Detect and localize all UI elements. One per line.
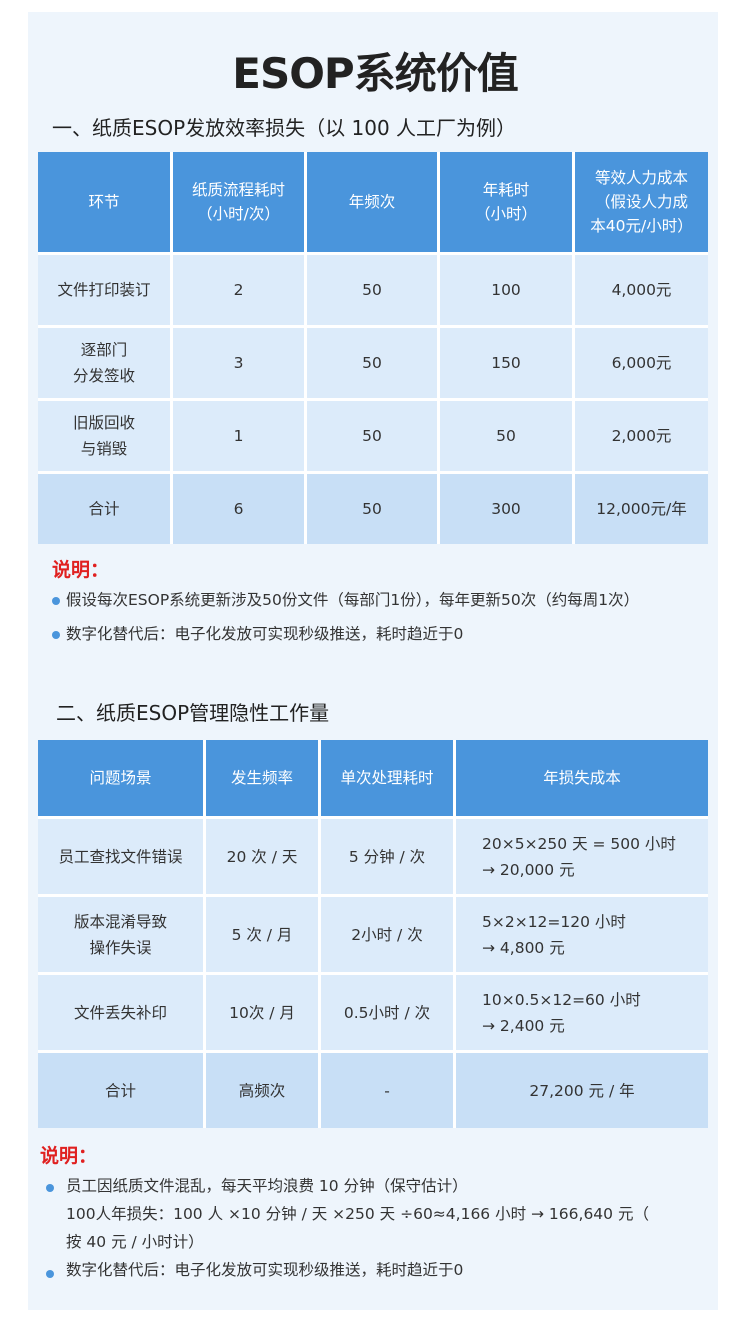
column-header: 问题场景 (38, 740, 203, 816)
section2-note-label: 说明： (40, 1145, 98, 1167)
table-cell: 5 分钟 / 次 (321, 819, 453, 894)
section1-heading: 一、纸质ESOP发放效率损失（以 100 人工厂为例） (52, 116, 517, 140)
table-cell: 2,000元 (575, 401, 708, 471)
total-cell: 12,000元/年 (575, 474, 708, 544)
column-header: 环节 (38, 152, 170, 252)
table-cell: 150 (440, 328, 572, 398)
table-cell: 6,000元 (575, 328, 708, 398)
table-cell: 5 次 / 月 (206, 897, 318, 972)
section1-note: 数字化替代后：电子化发放可实现秒级推送，耗时趋近于0 (66, 625, 464, 643)
table-cell: 4,000元 (575, 255, 708, 325)
bullet-icon (46, 1270, 54, 1278)
efficiency-loss-table: 环节 纸质流程耗时 （小时/次） 年频次 年耗时 （小时） 等效人力成本 （假设人力成 … (38, 152, 708, 544)
total-cell: 6 (173, 474, 304, 544)
table-cell: 文件打印装订 (38, 255, 170, 325)
total-cell: 27,200 元 / 年 (456, 1053, 708, 1128)
total-cell: 合计 (38, 474, 170, 544)
table-cell: 100 (440, 255, 572, 325)
table-cell: 2小时 / 次 (321, 897, 453, 972)
table-cell: 20×5×250 天 = 500 小时 → 20,000 元 (456, 819, 708, 894)
column-header: 年频次 (307, 152, 437, 252)
table-cell: 20 次 / 天 (206, 819, 318, 894)
total-cell: 50 (307, 474, 437, 544)
table-cell: 0.5小时 / 次 (321, 975, 453, 1050)
table-cell: 50 (307, 401, 437, 471)
table-cell: 员工查找文件错误 (38, 819, 203, 894)
total-cell: 合计 (38, 1053, 203, 1128)
column-header: 单次处理耗时 (321, 740, 453, 816)
section1-note-label: 说明： (52, 559, 110, 581)
bullet-icon (52, 597, 60, 605)
table-cell: 2 (173, 255, 304, 325)
bullet-icon (46, 1184, 54, 1192)
table-cell: 版本混淆导致 操作失误 (38, 897, 203, 972)
table-cell: 3 (173, 328, 304, 398)
table-cell: 50 (307, 328, 437, 398)
section2-heading: 二、纸质ESOP管理隐性工作量 (56, 701, 330, 725)
table-cell: 文件丢失补印 (38, 975, 203, 1050)
table-cell: 旧版回收 与销毁 (38, 401, 170, 471)
table-cell: 5×2×12=120 小时 → 4,800 元 (456, 897, 708, 972)
section2-note: 数字化替代后：电子化发放可实现秒级推送，耗时趋近于0 (66, 1261, 464, 1279)
table-cell: 50 (440, 401, 572, 471)
column-header: 年耗时 （小时） (440, 152, 572, 252)
page-title: ESOP系统价值 (232, 49, 518, 98)
column-header: 纸质流程耗时 （小时/次） (173, 152, 304, 252)
table-cell: 50 (307, 255, 437, 325)
table-cell: 1 (173, 401, 304, 471)
total-cell: - (321, 1053, 453, 1128)
total-cell: 300 (440, 474, 572, 544)
section1-note: 假设每次ESOP系统更新涉及50份文件（每部门1份），每年更新50次（约每周1次… (66, 591, 640, 609)
table-cell: 10次 / 月 (206, 975, 318, 1050)
column-header: 发生频率 (206, 740, 318, 816)
bullet-icon (52, 631, 60, 639)
table-cell: 10×0.5×12=60 小时 → 2,400 元 (456, 975, 708, 1050)
column-header: 等效人力成本 （假设人力成 本40元/小时） (575, 152, 708, 252)
table-cell: 逐部门 分发签收 (38, 328, 170, 398)
section2-note: 员工因纸质文件混乱，每天平均浪费 10 分钟（保守估计） 100人年损失：100… (66, 1177, 649, 1251)
total-cell: 高频次 (206, 1053, 318, 1128)
column-header: 年损失成本 (456, 740, 708, 816)
